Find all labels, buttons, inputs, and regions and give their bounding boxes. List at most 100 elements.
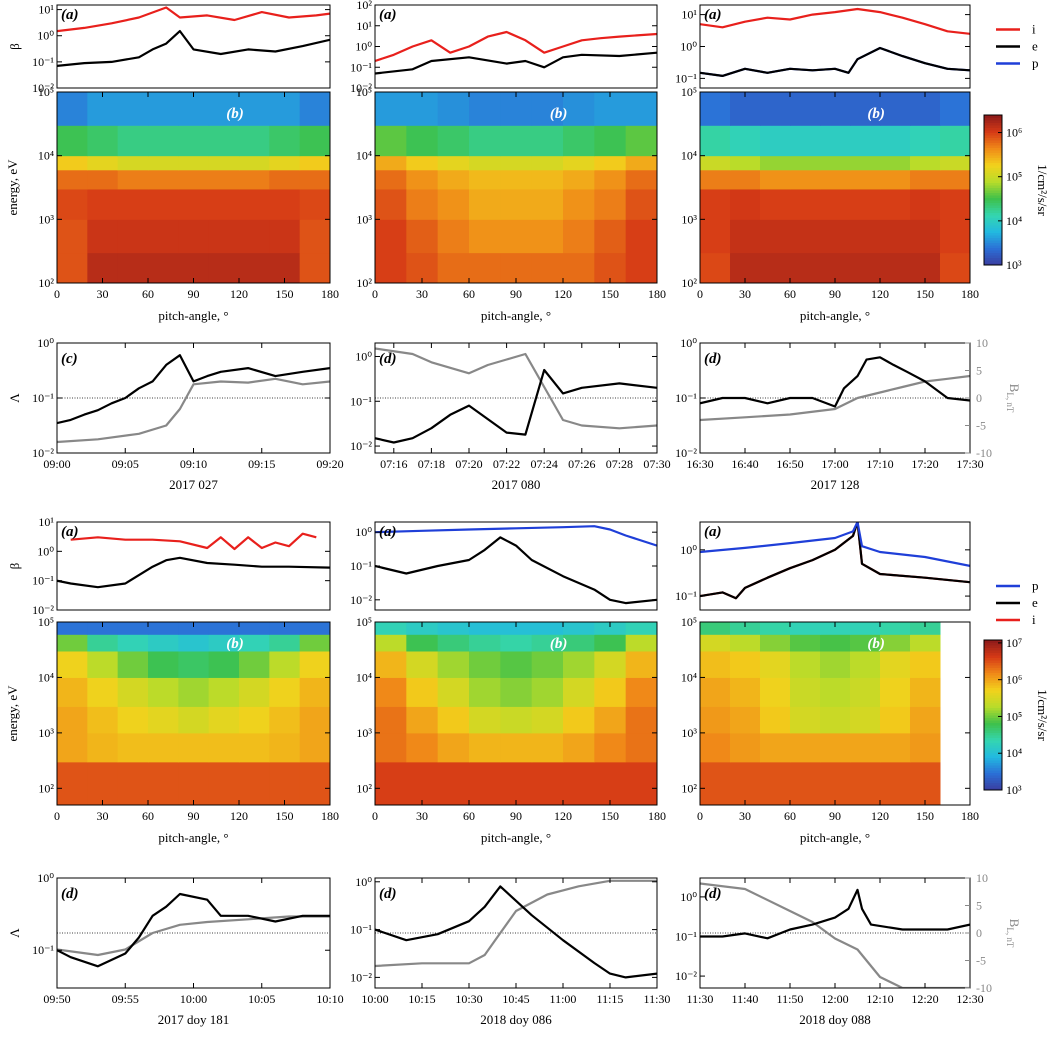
heat-cell (700, 92, 731, 126)
heat-cell (563, 219, 595, 254)
x-tick-label: 12:30 (956, 992, 983, 1006)
plot-area (700, 356, 970, 422)
x-tick-label: 30 (97, 809, 109, 823)
colorbar-step (984, 220, 1002, 223)
heat-cell (563, 677, 595, 707)
y2-axis-label: BL, nT (1005, 384, 1022, 413)
colorbar-step (984, 670, 1002, 673)
heat-cell (625, 155, 657, 171)
colorbar-step (984, 777, 1002, 781)
heat-cell (375, 252, 407, 283)
heat-cell (469, 622, 501, 635)
heat-cell (375, 622, 407, 635)
heat-cell (375, 677, 407, 707)
heat-cell (375, 732, 407, 763)
heat-cell (299, 125, 330, 157)
colorbar-frame (983, 639, 1003, 791)
heat-cell (563, 634, 595, 652)
y-tick-label: 10⁻² (350, 81, 372, 95)
heat-cell (625, 761, 657, 805)
series-line (700, 522, 970, 600)
heat-cell (239, 125, 270, 157)
heat-cell (437, 706, 470, 734)
plot-area (700, 92, 970, 283)
heat-cell (940, 125, 970, 157)
colorbar-step (984, 202, 1002, 206)
heat-cell (178, 650, 210, 678)
heat-cell (563, 155, 595, 171)
heat-cell (57, 92, 88, 126)
heat-cell (880, 188, 911, 220)
heat-cell (500, 677, 533, 707)
heat-cell (375, 650, 407, 678)
heat-cell (117, 634, 149, 652)
x-tick-label: 180 (961, 809, 979, 823)
heat-cell (910, 761, 941, 805)
colorbar-step (984, 720, 1002, 723)
heat-cell (57, 169, 88, 190)
heat-cell (406, 634, 439, 652)
colorbar-step (984, 152, 1002, 156)
colorbar-step (984, 230, 1002, 233)
colorbar-step (984, 200, 1002, 203)
x-tick-label: 07:24 (531, 457, 558, 471)
x-tick-label: 16:50 (776, 457, 803, 471)
x-tick-label: 10:45 (502, 992, 529, 1006)
legend-label: p (1032, 578, 1039, 593)
colorbar-step (984, 205, 1002, 208)
heat-cell (500, 650, 533, 678)
heat-cell (148, 634, 179, 652)
panel-label: (d) (704, 351, 722, 367)
y-axis-label: energy, eV (5, 685, 20, 742)
heat-cell (790, 219, 821, 254)
heat-cell (269, 252, 301, 283)
y-tick-label: 10⁻² (675, 446, 697, 460)
colorbar-step (984, 652, 1002, 656)
x-axis-label: pitch-angle, ° (158, 308, 228, 323)
colorbar-step (984, 680, 1002, 683)
heat-cell (239, 732, 270, 763)
colorbar-step (984, 157, 1002, 161)
heat-cell (148, 252, 179, 283)
panel-label: (b) (867, 636, 885, 652)
x-tick-label: 30 (416, 287, 428, 301)
y-tick-label: 10⁻¹ (350, 60, 372, 74)
colorbar-step (984, 745, 1002, 748)
heat-cell (760, 169, 791, 190)
heat-cell (239, 219, 270, 254)
heat-cell (594, 188, 627, 220)
y-tick-label: 10⁵ (38, 615, 54, 629)
plot-area (375, 622, 657, 805)
series-line (57, 892, 330, 968)
heat-cell (625, 219, 657, 254)
heat-cell (437, 677, 470, 707)
heat-cell (625, 252, 657, 283)
heat-cell (117, 92, 149, 126)
colorbar-step (984, 217, 1002, 221)
heat-cell (178, 92, 210, 126)
heat-cell (269, 732, 301, 763)
panel-label: (b) (226, 106, 244, 122)
colorbar-step (984, 675, 1002, 678)
colorbar-step (984, 742, 1002, 746)
heat-cell (437, 125, 470, 157)
heat-cell (790, 732, 821, 763)
y-tick-label: 10⁴ (356, 149, 372, 163)
heat-cell (625, 650, 657, 678)
heat-cell (730, 92, 761, 126)
heat-cell (117, 732, 149, 763)
heat-cell (208, 169, 240, 190)
x-tick-label: 07:18 (418, 457, 445, 471)
heat-cell (269, 634, 301, 652)
heat-cell (730, 761, 761, 805)
heat-cell (117, 252, 149, 283)
series-line (700, 46, 970, 77)
y-tick-label: 10³ (681, 726, 697, 740)
x-tick-label: 120 (554, 287, 572, 301)
colorbar-step (984, 685, 1002, 688)
x-axis-label: pitch-angle, ° (800, 830, 870, 845)
heat-cell (87, 634, 119, 652)
colorbar-step (984, 770, 1002, 773)
colorbar-step (984, 747, 1002, 751)
heat-cell (208, 219, 240, 254)
